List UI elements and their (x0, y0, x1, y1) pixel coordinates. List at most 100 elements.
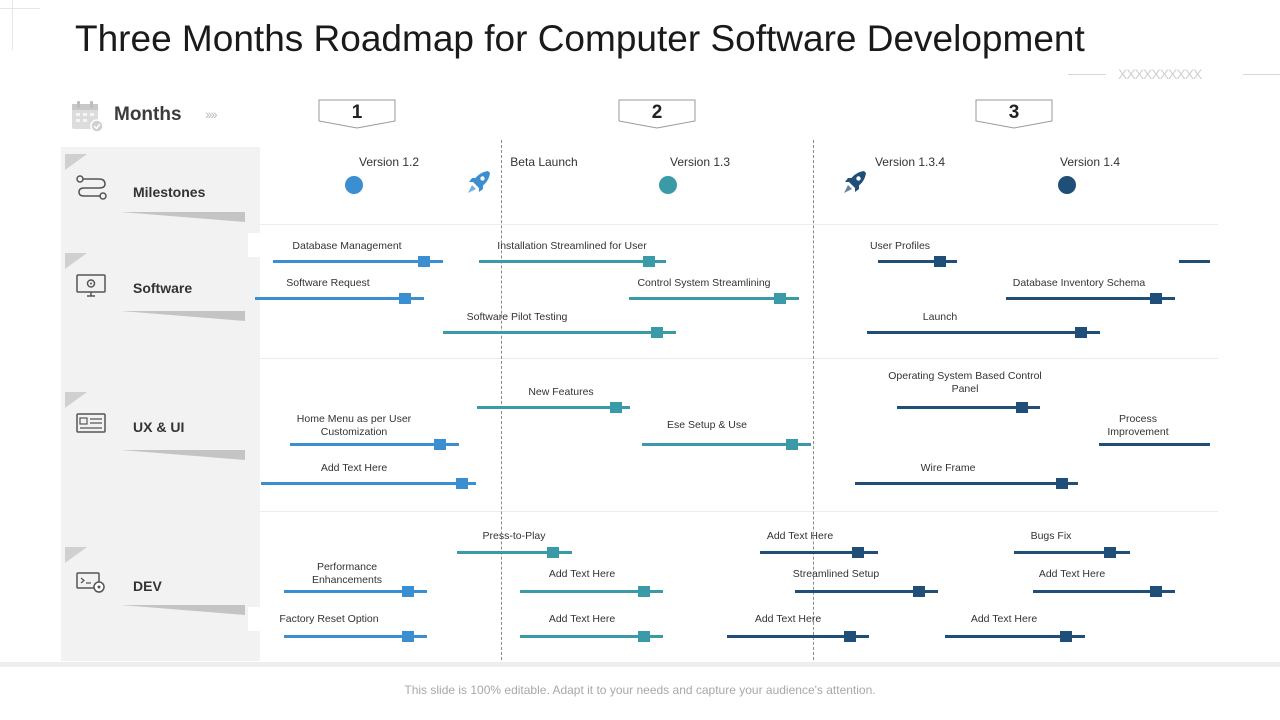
task-bar-track (520, 590, 663, 593)
task-bar (290, 439, 459, 450)
task-label: User Profiles (869, 240, 931, 252)
task-bar-marker (913, 586, 925, 597)
task-bar (727, 631, 869, 642)
task-bar-track (727, 635, 869, 638)
task-label: Bugs Fix (1030, 530, 1072, 542)
task-bar-track (1014, 551, 1130, 554)
task-bar-track (642, 443, 811, 446)
task-label: Database Management (292, 240, 402, 252)
task-bar-track (255, 297, 424, 300)
task-label: Launch (922, 311, 958, 323)
task-bar (1006, 293, 1175, 304)
task-bar (273, 256, 443, 267)
task-label: Process Improvement (1107, 413, 1169, 438)
task-bar (795, 586, 938, 597)
decorative-line (1068, 74, 1106, 75)
task-bar-track (1179, 260, 1210, 263)
decorative-cross-pattern: XXXXXXXXXX (1118, 66, 1202, 82)
shadow-shape (121, 212, 245, 222)
task-label: Software Pilot Testing (466, 311, 568, 323)
milestone-label: Version 1.2 (358, 155, 420, 169)
task-bar-marker (638, 586, 650, 597)
task-bar-track (867, 331, 1100, 334)
milestone-label: Version 1.4 (1059, 155, 1121, 169)
task-label: Add Text Here (754, 613, 822, 625)
task-bar (897, 402, 1040, 413)
decorative-line (1243, 74, 1280, 75)
task-bar-track (795, 590, 938, 593)
category-sidebar: Milestones Software UX & UI DEV (61, 147, 260, 661)
task-bar-marker (1104, 547, 1116, 558)
task-bar-marker (1016, 402, 1028, 413)
category-label: Milestones (133, 184, 206, 200)
slide-title: Three Months Roadmap for Computer Softwa… (75, 18, 1085, 59)
task-bar-marker (638, 631, 650, 642)
task-bar (1179, 260, 1210, 263)
task-bar-marker (547, 547, 559, 558)
task-bar (642, 439, 811, 450)
task-bar (945, 631, 1085, 642)
corner-flag-icon (65, 392, 87, 408)
task-bar (477, 402, 630, 413)
task-bar-track (477, 406, 630, 409)
task-bar (457, 547, 572, 558)
task-bar-track (1099, 443, 1210, 446)
shadow-shape (121, 450, 245, 460)
shadow-shape (121, 311, 245, 321)
task-bar-track (760, 551, 878, 554)
task-bar-track (1033, 590, 1175, 593)
task-label: Add Text Here (1038, 568, 1106, 580)
task-label: Add Text Here (320, 462, 388, 474)
task-bar-track (443, 331, 676, 334)
task-bar (261, 478, 476, 489)
task-bar-marker (1150, 293, 1162, 304)
decorative-corner-line (12, 0, 13, 50)
task-label: Wire Frame (920, 462, 976, 474)
category-label: Software (133, 280, 193, 296)
task-label: Add Text Here (548, 613, 616, 625)
month-number: 1 (351, 102, 363, 123)
task-bar (520, 586, 663, 597)
milestone-dot (1058, 176, 1076, 194)
task-bar-track (284, 590, 427, 593)
month-divider (501, 140, 502, 665)
task-bar-marker (418, 256, 430, 267)
task-label: Press-to-Play (482, 530, 546, 542)
task-bar-track (945, 635, 1085, 638)
task-bar-marker (402, 586, 414, 597)
task-label: Control System Streamlining (637, 277, 771, 289)
months-label: Months (114, 104, 182, 125)
rocket-icon (842, 169, 868, 200)
row-separator (260, 224, 1218, 225)
code-gear-icon (75, 571, 107, 600)
task-label: Add Text Here (766, 530, 834, 542)
sidebar-notch (248, 233, 264, 257)
milestone-dot (345, 176, 363, 194)
sidebar-notch (248, 607, 264, 631)
month-number: 3 (1008, 102, 1020, 123)
task-bar-track (479, 260, 666, 263)
task-bar-track (284, 635, 427, 638)
category-milestones: Milestones (61, 154, 260, 224)
task-bar (1014, 547, 1130, 558)
rocket-icon (466, 169, 492, 200)
task-bar-marker (456, 478, 468, 489)
task-bar-marker (610, 402, 622, 413)
route-icon (75, 174, 109, 205)
footer-note: This slide is 100% editable. Adapt it to… (404, 683, 876, 697)
task-bar-marker (651, 327, 663, 338)
monitor-gear-icon (75, 273, 107, 304)
milestone-dot (659, 176, 677, 194)
task-bar-marker (1075, 327, 1087, 338)
task-bar (878, 256, 957, 267)
task-bar (760, 547, 878, 558)
corner-flag-icon (65, 547, 87, 563)
task-bar-marker (1056, 478, 1068, 489)
task-bar (1099, 443, 1210, 446)
task-bar-marker (852, 547, 864, 558)
task-label: Home Menu as per User Customization (296, 413, 412, 438)
task-bar-marker (434, 439, 446, 450)
task-label: Database Inventory Schema (1012, 277, 1146, 289)
task-label: Installation Streamlined for User (497, 240, 647, 252)
task-bar (520, 631, 663, 642)
